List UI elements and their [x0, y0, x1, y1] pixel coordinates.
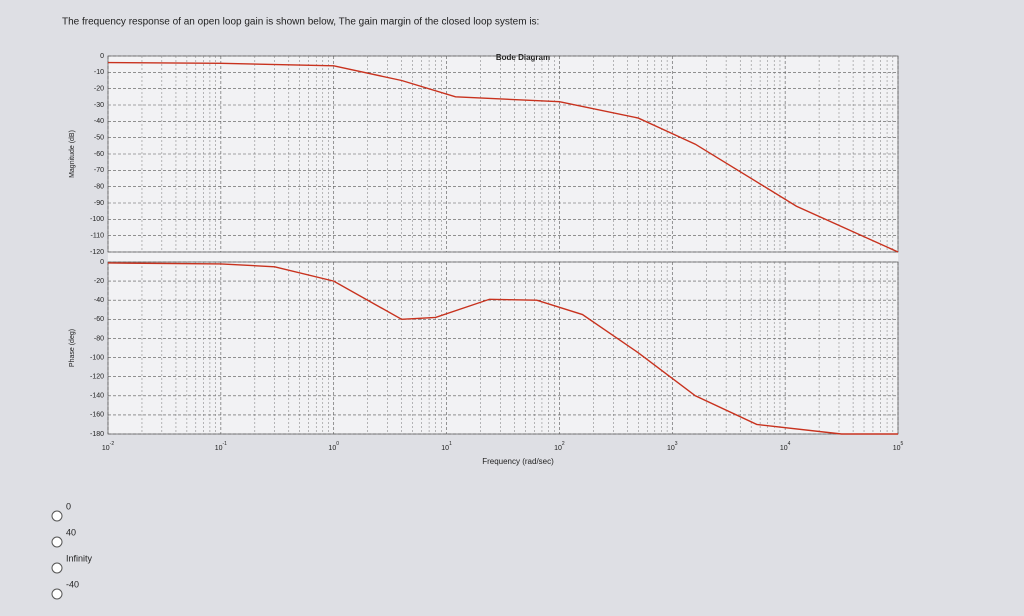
x-tick-exponent: 5: [901, 441, 904, 447]
y-tick-label: -80: [94, 184, 104, 191]
y-tick-label: -10: [94, 69, 104, 76]
option-label: 0: [66, 501, 71, 511]
x-tick-label: 101: [441, 441, 452, 452]
data-line: [107, 262, 898, 435]
y-tick-label: -140: [90, 393, 104, 400]
y-tick-label: -80: [94, 335, 104, 342]
y-axis-label: Magnitude (dB): [69, 130, 76, 178]
question: The frequency response of an open loop g…: [62, 17, 539, 28]
option-label: 40: [66, 527, 76, 537]
y-tick-label: -120: [90, 249, 104, 256]
option-label: Infinity: [66, 553, 93, 563]
x-tick-label: 10-1: [215, 441, 227, 452]
x-tick-exponent: -1: [223, 441, 228, 447]
y-tick-label: -160: [90, 412, 104, 419]
y-tick-label: -90: [94, 200, 104, 207]
y-tick-label: -30: [94, 102, 104, 109]
x-tick-label: 104: [780, 441, 791, 452]
x-tick-exponent: 2: [562, 441, 565, 447]
x-tick-exponent: 4: [788, 441, 791, 447]
y-tick-label: -50: [94, 135, 104, 142]
y-tick-label: -70: [94, 167, 104, 174]
x-tick-exponent: 0: [336, 441, 339, 447]
x-tick-base: 10: [667, 445, 675, 452]
y-tick-label: -100: [90, 216, 104, 223]
y-tick-label: -60: [94, 151, 104, 158]
y-tick-label: -100: [90, 354, 104, 361]
radio-button[interactable]: [51, 536, 63, 548]
x-tick-label: 103: [667, 441, 678, 452]
x-tick-label: 102: [554, 441, 565, 452]
x-tick-base: 10: [215, 445, 223, 452]
x-tick-label: 10-2: [102, 441, 114, 452]
y-tick-label: -40: [94, 297, 104, 304]
x-tick-exponent: 1: [449, 441, 452, 447]
plot-bg: [108, 56, 898, 434]
y-tick-label: 0: [100, 53, 104, 60]
x-tick-base: 10: [441, 445, 449, 452]
data-line: [107, 61, 899, 253]
y-axis-label: Phase (deg): [69, 329, 76, 367]
x-tick-exponent: -2: [110, 441, 115, 447]
x-tick-label: 105: [893, 441, 904, 452]
y-tick-label: -180: [90, 431, 104, 438]
radio-button[interactable]: [51, 510, 63, 522]
chart-title: Bode Diagram: [496, 53, 550, 62]
y-tick-label: -120: [90, 374, 104, 381]
x-tick-base: 10: [554, 445, 562, 452]
x-tick-label: 100: [328, 441, 339, 452]
y-tick-label: 0: [100, 259, 104, 266]
x-tick-base: 10: [893, 445, 901, 452]
x-tick-exponent: 3: [675, 441, 678, 447]
y-tick-label: -60: [94, 316, 104, 323]
radio-button[interactable]: [51, 562, 63, 574]
y-tick-label: -20: [94, 86, 104, 93]
x-tick-base: 10: [780, 445, 788, 452]
y-tick-label: -20: [94, 278, 104, 285]
option-label: -40: [66, 579, 79, 589]
y-tick-label: -40: [94, 118, 104, 125]
y-tick-label: -110: [91, 233, 105, 240]
x-tick-base: 10: [102, 445, 110, 452]
x-axis-label: Frequency (rad/sec): [482, 457, 554, 466]
radio-button[interactable]: [51, 588, 63, 600]
x-tick-base: 10: [328, 445, 336, 452]
